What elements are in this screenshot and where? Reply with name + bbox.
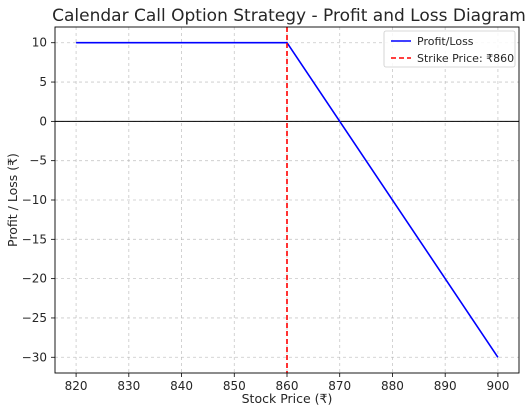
y-tick-label: −5	[29, 154, 47, 168]
x-tick-label: 820	[65, 379, 88, 393]
y-tick-label: −10	[22, 193, 47, 207]
y-tick-label: 5	[39, 75, 47, 89]
legend-box	[383, 30, 516, 68]
legend-entry-profit-loss: Profit/Loss	[417, 35, 474, 48]
x-axis-label: Stock Price (₹)	[242, 391, 333, 406]
x-tick-label: 870	[328, 379, 351, 393]
y-axis-ticks: 10 5 0 −5 −10 −15 −20 −25 −30	[22, 36, 55, 364]
x-tick-label: 860	[276, 379, 299, 393]
y-tick-label: −25	[22, 311, 47, 325]
x-tick-label: 890	[434, 379, 457, 393]
x-tick-label: 880	[381, 379, 404, 393]
y-axis-label: Profit / Loss (₹)	[5, 153, 20, 247]
x-tick-label: 840	[170, 379, 193, 393]
x-axis-ticks: 820 830 840 850 860 870 880 890 900	[65, 373, 509, 393]
legend: Profit/Loss Strike Price: ₹860	[383, 30, 516, 68]
x-tick-label: 850	[223, 379, 246, 393]
y-tick-label: 0	[39, 114, 47, 128]
x-tick-label: 900	[486, 379, 509, 393]
x-tick-label: 830	[117, 379, 140, 393]
series-line-profit-loss	[76, 41, 499, 358]
series-group	[76, 41, 499, 358]
y-tick-label: 10	[32, 36, 47, 50]
y-tick-label: −30	[22, 350, 47, 364]
y-tick-label: −15	[22, 232, 47, 246]
y-tick-label: −20	[22, 272, 47, 286]
legend-entry-strike-price: Strike Price: ₹860	[417, 52, 514, 65]
chart-title: Calendar Call Option Strategy - Profit a…	[52, 6, 526, 26]
